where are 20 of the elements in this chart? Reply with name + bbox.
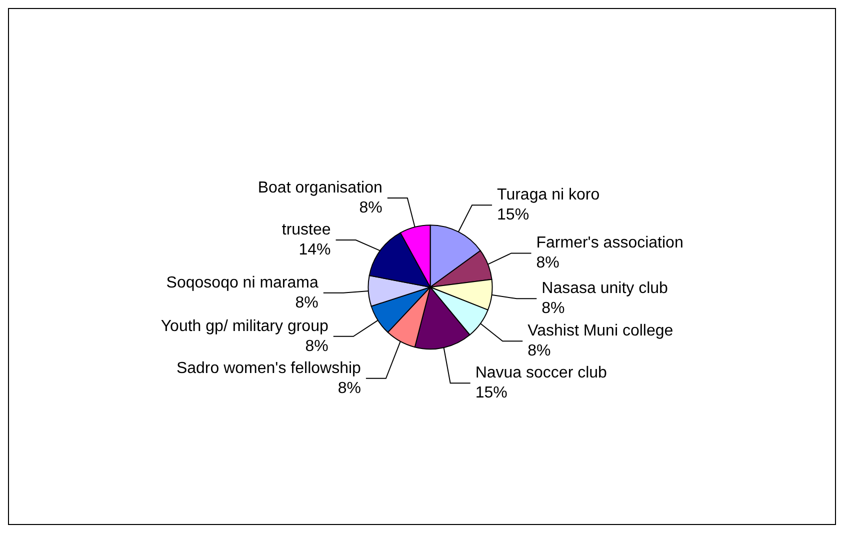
data-label: 8%: [338, 380, 361, 397]
slice-label: Boat organisation: [258, 179, 382, 196]
slice-label: Nasasa unity club: [542, 280, 668, 298]
data-label: 8%: [536, 254, 560, 272]
data-label: 14%: [298, 241, 331, 258]
data-label: 8%: [528, 342, 551, 360]
slice-label: Turaga ni koro: [497, 186, 600, 204]
slice-label: Soqosoqo ni marama: [166, 274, 318, 292]
data-label: 8%: [295, 294, 318, 312]
data-label: 8%: [542, 300, 565, 318]
slice-label: Farmer's association: [536, 234, 684, 252]
data-label: 8%: [359, 199, 382, 216]
slice-label: Vashist Muni college: [528, 322, 674, 340]
data-label: 8%: [305, 338, 328, 355]
slice-label: Sadro women's fellowship: [176, 360, 362, 377]
slice-label: Youth gp/ military group: [160, 318, 328, 335]
slice-label: Navua soccer club: [475, 364, 608, 382]
slice-label: trustee: [282, 221, 331, 238]
data-label: 15%: [475, 384, 508, 402]
data-label: 15%: [497, 206, 530, 224]
